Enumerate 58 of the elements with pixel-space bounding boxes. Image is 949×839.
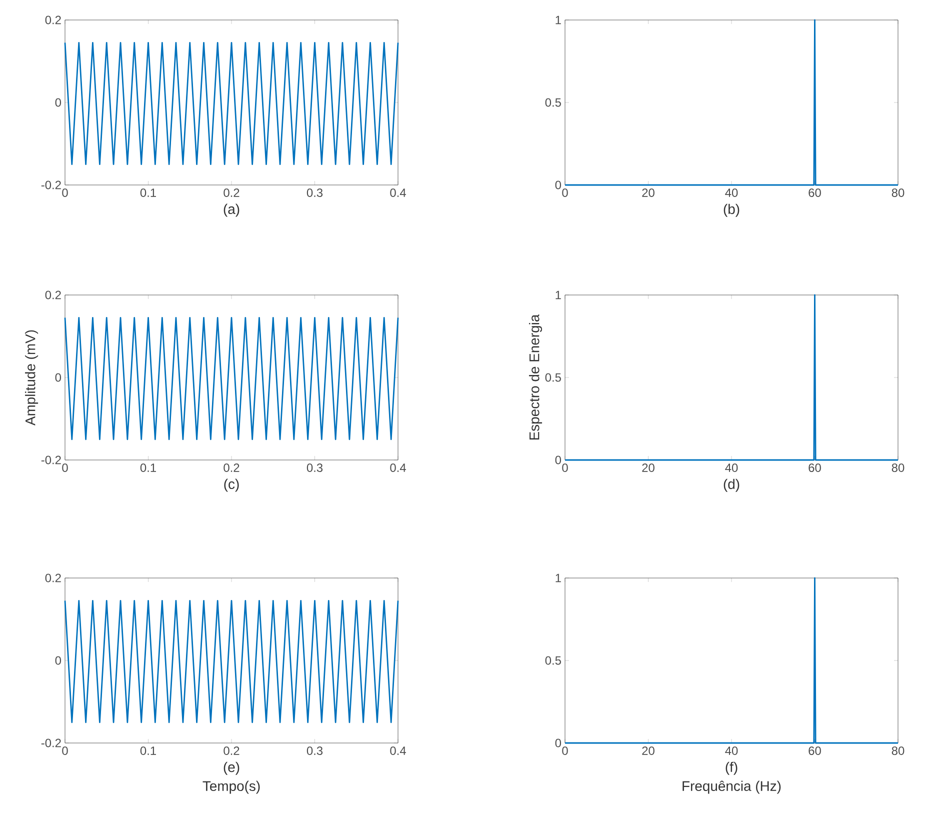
x-tick-label: 60 (808, 188, 821, 197)
x-tick-label: 0 (562, 464, 568, 472)
x-tick-label: 0 (62, 464, 68, 472)
y-tick-label: -0.2 (41, 180, 61, 190)
x-tick-label: 0.2 (224, 188, 240, 197)
y-tick-label: 0.5 (545, 656, 561, 665)
x-tick-label: 0.1 (140, 188, 156, 197)
x-tick-label: 20 (642, 746, 654, 755)
y-tick-label: 0 (55, 98, 62, 107)
text: (e) (224, 762, 240, 775)
x-axis-title: Tempo(s) (202, 780, 260, 794)
x-tick-label: 0.3 (306, 464, 323, 472)
y-tick-label: 0.5 (545, 373, 561, 382)
x-tick-label: 80 (892, 464, 904, 472)
y-tick-label: 0.5 (545, 98, 561, 107)
x-tick-label: 20 (642, 188, 654, 197)
x-tick-label: 0 (62, 188, 68, 197)
y-tick-label: 0.2 (45, 290, 61, 300)
x-axis-title: Frequência (Hz) (682, 780, 781, 794)
x-tick-label: 0 (62, 746, 68, 755)
x-tick-label: 0 (562, 188, 568, 197)
y-tick-label: 0 (555, 456, 562, 464)
x-tick-label: 80 (892, 746, 904, 755)
text: (c) (224, 478, 239, 492)
y-tick-label: 1 (556, 16, 561, 24)
x-tick-label: 0.3 (306, 746, 323, 755)
x-tick-label: 20 (642, 464, 654, 472)
y-tick-label: -0.2 (41, 456, 61, 464)
x-tick-label: 40 (725, 188, 738, 197)
text: (d) (724, 478, 740, 492)
text: (b) (724, 204, 740, 217)
x-tick-label: 0 (562, 746, 568, 755)
y-tick-label: 1 (556, 574, 561, 582)
y-tick-label: 0.2 (45, 574, 61, 582)
x-tick-label: 40 (725, 464, 738, 472)
y-tick-label: -0.2 (41, 738, 61, 748)
y-tick-label: 0 (55, 656, 62, 665)
text: (a) (224, 204, 240, 217)
x-tick-label: 0.4 (390, 188, 406, 197)
y-tick-label: 0 (555, 180, 562, 190)
y-tick-label: 0.2 (45, 16, 61, 24)
x-tick-label: 60 (808, 746, 821, 755)
x-tick-label: 80 (892, 188, 904, 197)
y-tick-label: 0 (555, 738, 562, 748)
y-axis-title: Espectro de Energia (529, 314, 542, 440)
x-tick-label: 0.4 (390, 746, 406, 755)
y-tick-label: 1 (556, 290, 561, 300)
x-tick-label: 0.2 (224, 464, 240, 472)
x-tick-label: 0.1 (140, 464, 156, 472)
x-tick-label: 0.1 (140, 746, 156, 755)
x-tick-label: 40 (725, 746, 738, 755)
x-tick-label: 60 (808, 464, 821, 472)
text: (f) (726, 762, 738, 775)
y-tick-label: 0 (55, 373, 62, 382)
x-tick-label: 0.4 (390, 464, 406, 472)
y-axis-title: Amplitude (mV) (25, 330, 38, 426)
x-tick-label: 0.3 (306, 188, 323, 197)
x-tick-label: 0.2 (224, 746, 240, 755)
